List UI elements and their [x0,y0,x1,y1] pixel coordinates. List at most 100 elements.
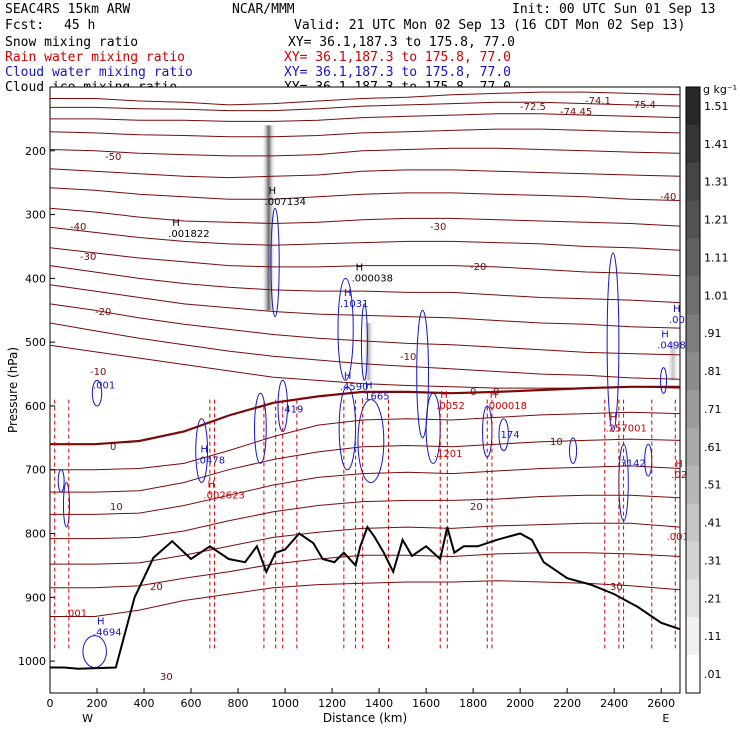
isotherm-label: -75.4 [630,100,656,111]
x-tick-label: 2000 [506,697,534,710]
cloud-water-max-value: .4590 [340,382,369,393]
rain-max-value: .1201 [434,449,463,460]
field-cloudwater-name: Cloud water mixing ratio [5,65,193,80]
terrain-profile [50,525,681,670]
colorbar-level-label: .51 [704,479,722,492]
colorbar-frame [685,86,701,694]
snow-shade-minor [362,323,375,381]
cloud-water-blob [360,303,368,381]
cloud-water-blob [62,481,70,528]
cloud-water-blob [57,469,65,493]
y-tick-label: 800 [25,528,46,541]
x-tick-label: 1000 [271,697,299,710]
colorbar-swatch [686,276,700,315]
plot-area [49,86,681,694]
x-tick-label: 2200 [553,697,581,710]
isotherm-label: 10 [550,437,563,448]
valid-time: Valid: 21 UTC Mon 02 Sep 13 (16 CDT Mon … [294,18,686,33]
rain-max-marker: H [490,390,498,401]
isotherm-8 [49,226,681,251]
snow-max-marker: H [172,218,180,229]
rain-max-marker: H [675,459,683,470]
colorbar-swatch [686,352,700,391]
x-tick-label: 600 [181,697,202,710]
isotherm-label: 0 [470,387,476,398]
colorbar-level-label: .71 [704,403,722,416]
x-tick-label: 0 [47,697,54,710]
cloud-water-blob [337,277,354,381]
snow-max-marker: H [356,263,364,274]
isotherm-label: 10 [110,502,123,513]
cloud-water-max-marker: H [200,444,208,455]
isotherm-label: 20 [470,502,483,513]
colorbar-swatch [686,465,700,505]
colorbar-swatch [686,200,700,239]
isotherm-2 [50,113,681,122]
rain-max-value: .001 [667,532,689,543]
isotherm-10 [49,265,681,304]
cloud-water-max-marker: H [673,304,681,315]
cloud-water-max-value: .0001 [669,315,698,326]
colorbar-level-label: .41 [704,517,722,530]
org-label: NCAR/MMM [232,2,295,17]
snow-max-value: .007134 [265,197,306,208]
x-tick-label: 1400 [365,697,393,710]
isotherm-label: 30 [160,672,173,683]
cloud-water-max-value: .1031 [340,299,369,310]
isotherm-16 [50,411,681,471]
colorbar-level-label: .11 [704,630,722,643]
cloud-water-max-marker: H [97,617,105,628]
cloud-water-max-marker: H [365,381,373,392]
x-tick-label: 1600 [412,697,440,710]
isotherm-6 [49,187,681,201]
isotherm-label: 0 [493,387,499,398]
colorbar: 1.51 1.41 1.31 1.21 1.11 1.01 .91 .81 .71 .61 .51.… [685,83,737,694]
west-label: W [82,712,93,725]
temperature-contours: -74.45 -72.5 -75.4 -74.1 -50 -40 -40 -30 -30 -20 -… [49,91,681,683]
rain-max-value: .0052 [436,401,465,412]
cloud-water-max-marker: H [344,288,352,299]
x-axis-title: Distance (km) [323,711,407,725]
rain-max-value: .000018 [486,401,527,412]
colorbar-level-label: 1.31 [704,176,729,189]
isotherm-3 [49,128,681,138]
y-tick-label: 900 [25,591,46,604]
cloud-water-blob [606,252,620,432]
isotherm-label: -30 [80,252,96,263]
isotherm-label: -20 [470,262,486,273]
isotherm-1 [50,101,681,112]
colorbar-unit: g kg⁻¹ [703,83,737,96]
isotherm-label: -74.1 [585,96,611,107]
rain-max-marker: H [609,412,617,423]
rain-max-marker: H [440,390,448,401]
rain-max-value: .023 [671,470,693,481]
colorbar-level-label: .21 [704,592,722,605]
isotherm-19 [50,494,681,540]
field-snow-xy: XY= 36.1,187.3 to 175.8, 77.0 [288,35,515,50]
x-tick-label: 2400 [600,697,628,710]
x-tick-label: 400 [134,697,155,710]
cloud-water-max-value: .174 [497,430,519,441]
cloud-water-max-value: .0498 [657,341,686,352]
colorbar-level-label: 1.21 [704,214,729,227]
y-tick-label: 600 [25,400,46,413]
snow-max-marker: H [269,186,277,197]
terrain-line [50,525,681,670]
isotherm-0 [50,91,681,106]
isotherm-label: -50 [105,152,121,163]
cloud-water-blob [357,399,385,483]
isotherm-label: 20 [150,582,163,593]
snow-shade-right [665,342,680,381]
y-tick-label: 400 [25,272,46,285]
colorbar-swatch [686,87,700,126]
x-tick-label: 2600 [647,697,675,710]
cloud-water-blob [91,379,103,407]
isotherm-label: -40 [660,192,676,203]
field-cloudwater-xy: XY= 36.1,187.3 to 175.8, 77.0 [284,65,511,80]
field-rain-name: Rain water mixing ratio [5,50,186,65]
colorbar-level-label: .31 [704,554,722,567]
axes: 0 200 400 600 800 1000 1200 1400 1600 1800 2000 220… [6,145,675,725]
x-tick-label: 1200 [318,697,346,710]
isotherm-15 [50,385,680,446]
